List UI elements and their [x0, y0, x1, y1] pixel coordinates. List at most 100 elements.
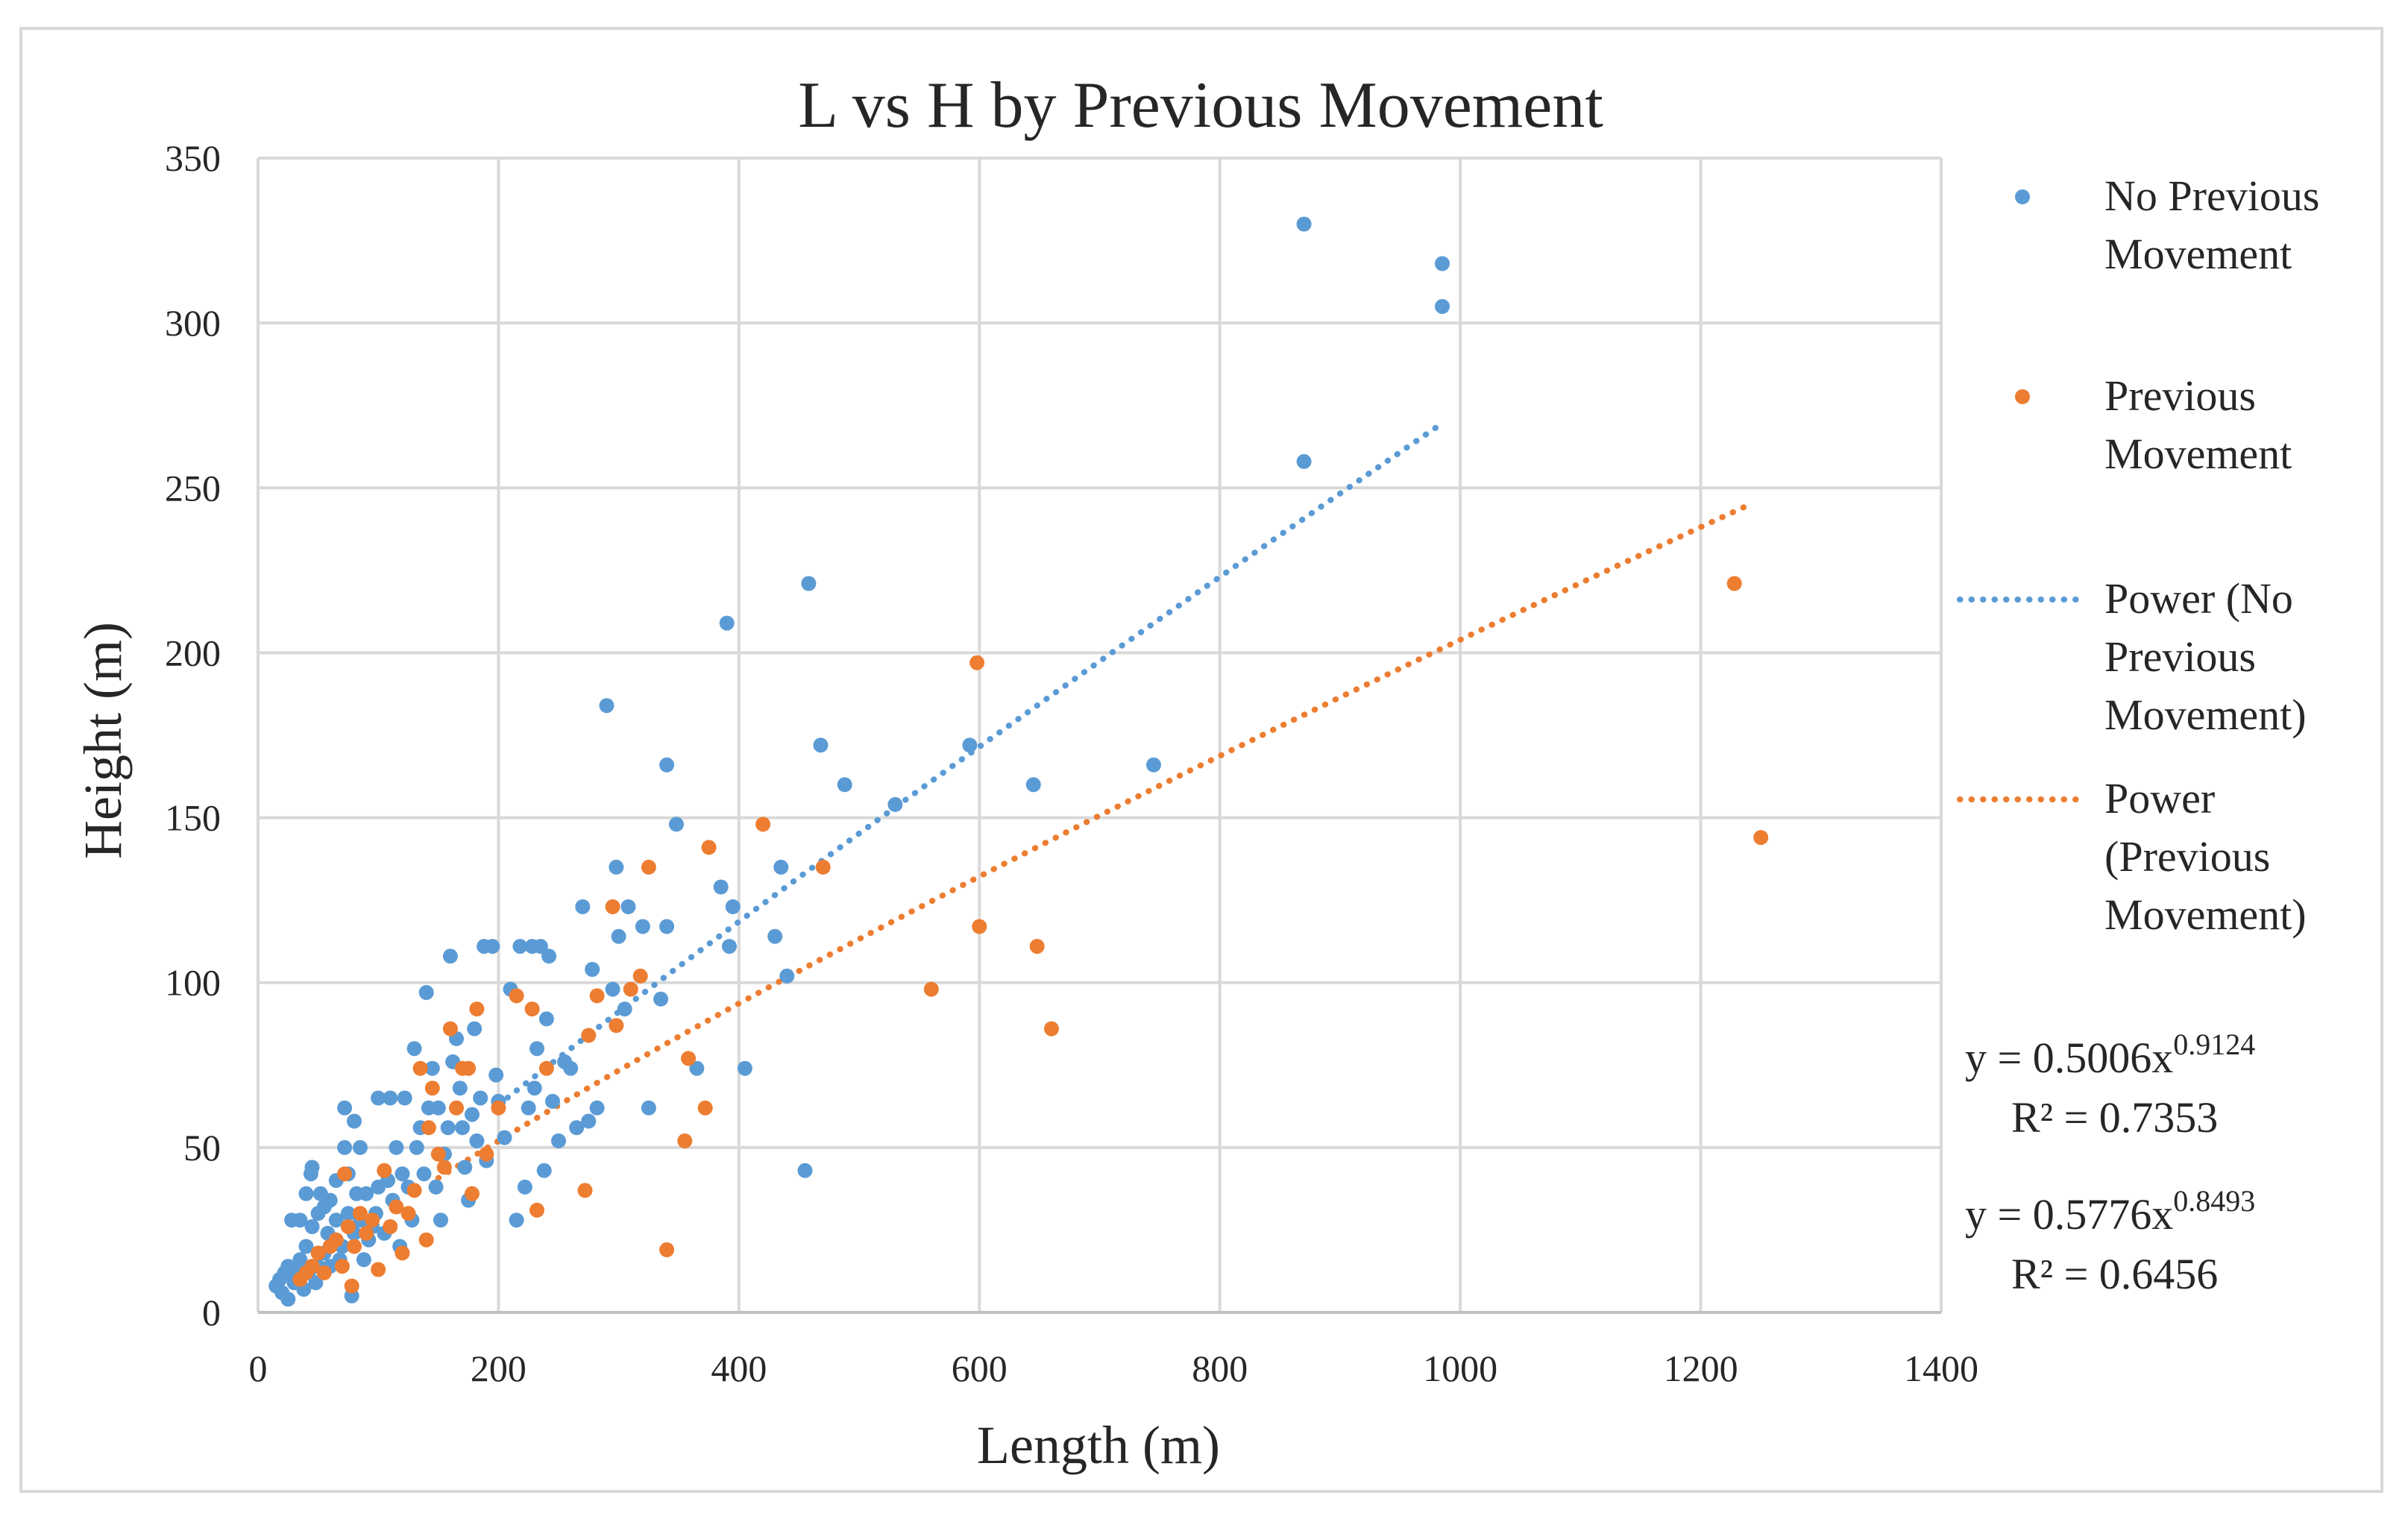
x-tick-label: 400	[711, 1347, 767, 1389]
y-tick-label: 150	[165, 797, 221, 839]
point-no-previous	[1296, 216, 1312, 232]
point-no-previous	[1435, 299, 1450, 314]
point-no-previous	[347, 1113, 362, 1129]
point-no-previous	[359, 1186, 374, 1201]
x-tick-label: 1400	[1904, 1347, 1978, 1389]
legend-item: No Previous Movement	[2015, 172, 2319, 278]
point-no-previous	[962, 737, 978, 753]
point-previous	[1044, 1021, 1059, 1037]
point-previous	[334, 1259, 350, 1274]
point-no-previous	[779, 968, 795, 984]
svg-text:y = 0.5006x0.9124: y = 0.5006x0.9124	[1965, 1028, 2255, 1082]
point-no-previous	[767, 928, 783, 944]
point-previous	[623, 981, 638, 997]
legend-label: Previous	[2104, 371, 2256, 420]
legend-label: No Previous	[2104, 172, 2319, 220]
point-no-previous	[433, 1212, 448, 1228]
point-previous	[371, 1262, 386, 1277]
point-no-previous	[532, 939, 548, 954]
legend-label: Movement	[2104, 430, 2292, 478]
point-no-previous	[609, 859, 624, 875]
point-no-previous	[801, 576, 817, 591]
point-no-previous	[298, 1239, 314, 1254]
y-axis-title: Height (m)	[73, 622, 133, 859]
point-no-previous	[383, 1090, 398, 1106]
point-previous	[659, 1242, 675, 1257]
point-previous	[469, 1001, 485, 1017]
point-no-previous	[473, 1090, 488, 1106]
point-no-previous	[722, 939, 737, 954]
point-no-previous	[509, 1212, 524, 1228]
point-no-previous	[304, 1160, 320, 1175]
point-no-previous	[371, 1090, 386, 1106]
point-no-previous	[337, 1100, 353, 1116]
y-tick-label: 350	[165, 137, 221, 179]
point-previous	[406, 1183, 422, 1198]
point-previous	[304, 1259, 320, 1274]
point-no-previous	[409, 1139, 424, 1155]
point-no-previous	[308, 1275, 324, 1291]
point-previous	[418, 1232, 434, 1248]
point-no-previous	[641, 1100, 656, 1116]
point-previous	[394, 1245, 410, 1261]
equation-2: y = 0.5776x	[1965, 1190, 2173, 1239]
point-no-previous	[569, 1120, 585, 1136]
point-no-previous	[356, 1252, 371, 1268]
point-previous	[353, 1206, 368, 1221]
point-no-previous	[541, 949, 557, 964]
point-previous	[581, 1028, 597, 1043]
point-no-previous	[455, 1120, 471, 1136]
trendline-equation-no-previous: y = 0.5006x0.9124 R² = 0.7353	[1965, 1028, 2255, 1142]
point-no-previous	[689, 1060, 705, 1076]
point-previous	[1753, 830, 1769, 846]
point-previous	[316, 1265, 332, 1280]
r2-1: R² = 0.7353	[2011, 1093, 2218, 1142]
trendline	[495, 420, 1445, 1108]
point-previous	[421, 1120, 436, 1136]
point-no-previous	[406, 1041, 422, 1057]
point-no-previous	[737, 1060, 752, 1076]
point-previous	[400, 1206, 416, 1221]
point-no-previous	[1435, 256, 1450, 271]
point-no-previous	[440, 1120, 456, 1136]
point-no-previous	[292, 1212, 308, 1228]
point-no-previous	[599, 698, 614, 714]
point-no-previous	[428, 1179, 444, 1195]
point-no-previous	[389, 1139, 404, 1155]
point-previous	[412, 1060, 428, 1076]
legend-label: (Previous	[2104, 832, 2270, 881]
point-no-previous	[617, 1001, 632, 1017]
point-previous	[538, 1060, 554, 1076]
y-tick-label: 250	[165, 467, 221, 509]
point-no-previous	[340, 1206, 356, 1221]
point-no-previous	[797, 1163, 813, 1178]
point-no-previous	[497, 1130, 512, 1145]
chart-frame	[19, 27, 2383, 1493]
point-no-previous	[589, 1100, 605, 1116]
point-previous	[1726, 576, 1742, 591]
legend-marker-dot	[2015, 189, 2030, 204]
point-no-previous	[538, 1011, 554, 1027]
y-tick-label: 0	[202, 1292, 221, 1333]
point-no-previous	[887, 796, 903, 812]
legend-label: Movement)	[2104, 691, 2307, 739]
x-axis-title: Length (m)	[977, 1415, 1220, 1475]
point-previous	[337, 1166, 353, 1182]
legend-item: Previous Movement	[2015, 371, 2292, 478]
point-no-previous	[1296, 453, 1312, 469]
legend-label: Previous	[2104, 632, 2256, 681]
point-no-previous	[605, 981, 620, 997]
trendline	[435, 502, 1752, 1181]
point-no-previous	[563, 1060, 579, 1076]
point-previous	[677, 1133, 693, 1148]
point-previous	[524, 1001, 540, 1017]
point-previous	[436, 1160, 452, 1175]
point-no-previous	[469, 1133, 485, 1148]
point-previous	[479, 1146, 494, 1162]
point-no-previous	[653, 991, 669, 1007]
point-previous	[461, 1060, 477, 1076]
legend-label: Movement)	[2104, 890, 2307, 939]
point-no-previous	[322, 1192, 338, 1208]
x-tick-label: 200	[471, 1347, 526, 1389]
